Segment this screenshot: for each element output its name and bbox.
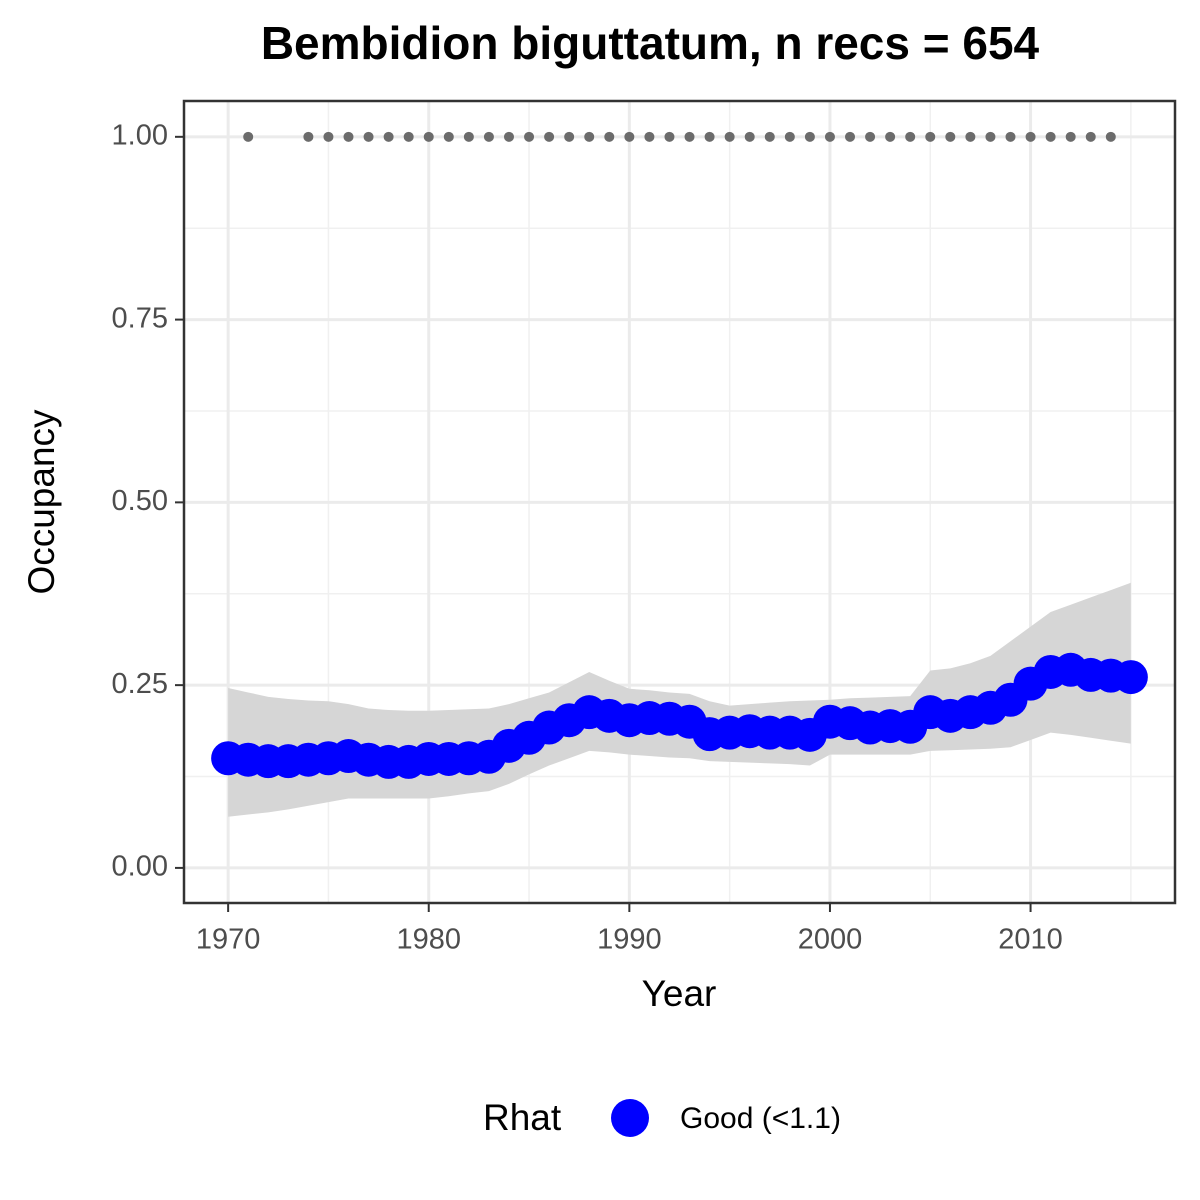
y-tick-label: 0.00 (112, 851, 168, 883)
x-tick-label: 2000 (798, 924, 863, 956)
record-point (724, 131, 735, 142)
x-tick-label: 2010 (998, 924, 1063, 956)
record-point (383, 131, 394, 142)
record-point (584, 131, 595, 142)
record-point (784, 131, 795, 142)
record-point (744, 131, 755, 142)
record-point (1065, 131, 1076, 142)
record-point (704, 131, 715, 142)
record-point (423, 131, 434, 142)
record-point (624, 131, 635, 142)
record-point (1005, 131, 1016, 142)
record-point (343, 131, 354, 142)
record-point (664, 131, 675, 142)
legend-marker (611, 1099, 649, 1137)
record-point (865, 131, 876, 142)
record-point (845, 131, 856, 142)
record-point (323, 131, 334, 142)
x-tick-label: 1970 (196, 924, 261, 956)
record-point (403, 131, 414, 142)
record-point (363, 131, 374, 142)
record-point (1105, 131, 1116, 142)
record-point (1045, 131, 1056, 142)
record-point (804, 131, 815, 142)
record-point (303, 131, 314, 142)
record-point (463, 131, 474, 142)
record-point (684, 131, 695, 142)
record-point (564, 131, 575, 142)
plot-border (182, 99, 1177, 905)
record-point (644, 131, 655, 142)
record-point (985, 131, 996, 142)
record-point (243, 131, 254, 142)
record-point (1085, 131, 1096, 142)
record-point (524, 131, 535, 142)
record-point (483, 131, 494, 142)
record-point (965, 131, 976, 142)
record-point (503, 131, 514, 142)
record-point (945, 131, 956, 142)
record-point (764, 131, 775, 142)
legend-title: Rhat (483, 1097, 562, 1138)
y-tick-label: 0.25 (112, 668, 168, 700)
y-tick-label: 1.00 (112, 119, 168, 151)
record-point (824, 131, 835, 142)
record-point (885, 131, 896, 142)
x-tick-label: 1980 (396, 924, 461, 956)
y-tick-label: 0.75 (112, 302, 168, 334)
record-point (905, 131, 916, 142)
legend-label: Good (<1.1) (680, 1102, 841, 1135)
record-point (604, 131, 615, 142)
record-point (443, 131, 454, 142)
y-tick-label: 0.50 (112, 485, 168, 517)
record-point (544, 131, 555, 142)
record-point (925, 131, 936, 142)
y-axis-title: Occupancy (21, 409, 62, 595)
x-tick-label: 1990 (597, 924, 662, 956)
record-point (1025, 131, 1036, 142)
chart-title: Bembidion biguttatum, n recs = 654 (261, 17, 1040, 69)
x-axis-title: Year (642, 973, 717, 1014)
data-point (1113, 660, 1148, 695)
